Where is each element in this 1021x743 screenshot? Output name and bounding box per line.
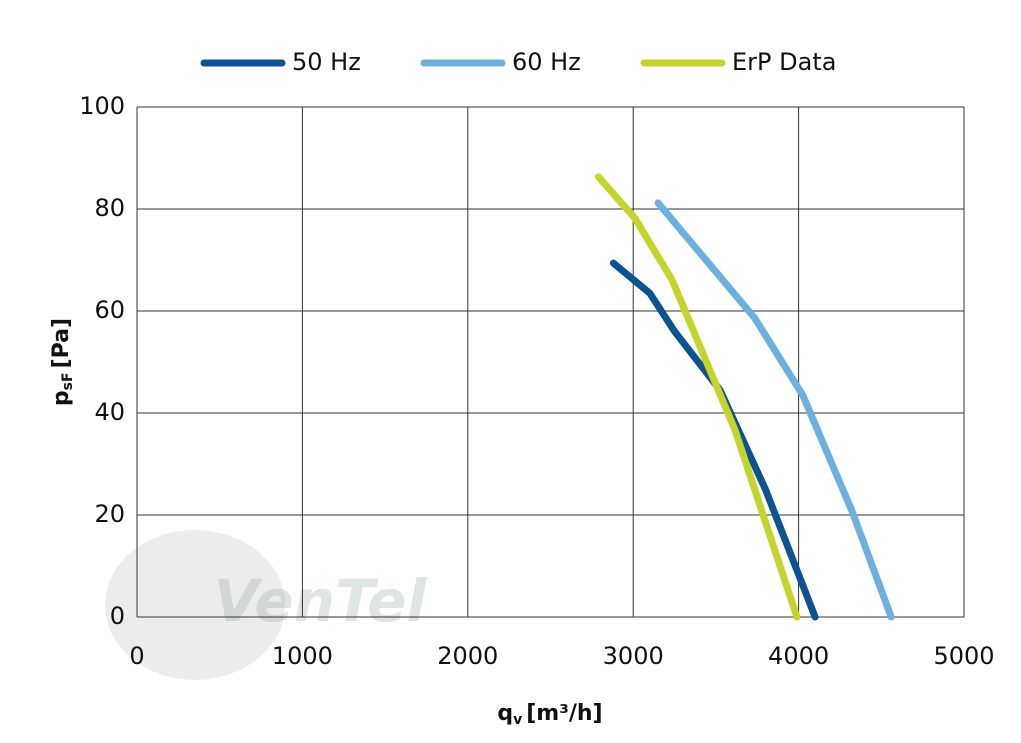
x-tick-label: 2000 [437,642,498,670]
x-label-sub: v [513,712,522,728]
legend-label: ErP Data [732,48,836,76]
x-label-unit: [m³/h] [526,701,602,726]
x-tick-label: 3000 [603,642,664,670]
x-label-main: q [497,701,513,726]
series-line [654,199,895,621]
y-tick-label: 100 [79,92,125,120]
x-tick-label: 4000 [768,642,829,670]
x-tick-label: 0 [129,642,144,670]
y-label-main: p [49,390,74,406]
watermark-fan [105,530,285,680]
x-tick-label: 5000 [933,642,994,670]
y-tick-label: 20 [94,500,125,528]
y-label-unit: [Pa] [49,318,74,369]
y-tick-label: 40 [94,398,125,426]
legend-label: 60 Hz [512,48,581,76]
y-tick-label: 60 [94,296,125,324]
watermark: VenTel [214,567,428,635]
y-label-sub: sF [60,372,76,390]
legend-label: 50 Hz [292,48,361,76]
x-tick-label: 1000 [272,642,333,670]
x-axis-label: qv [m³/h] [497,701,602,728]
series-line [609,259,819,621]
y-tick-label: 0 [110,602,125,630]
series-line [594,173,801,621]
y-tick-label: 80 [94,194,125,222]
y-axis-label: psF [Pa] [49,318,76,406]
